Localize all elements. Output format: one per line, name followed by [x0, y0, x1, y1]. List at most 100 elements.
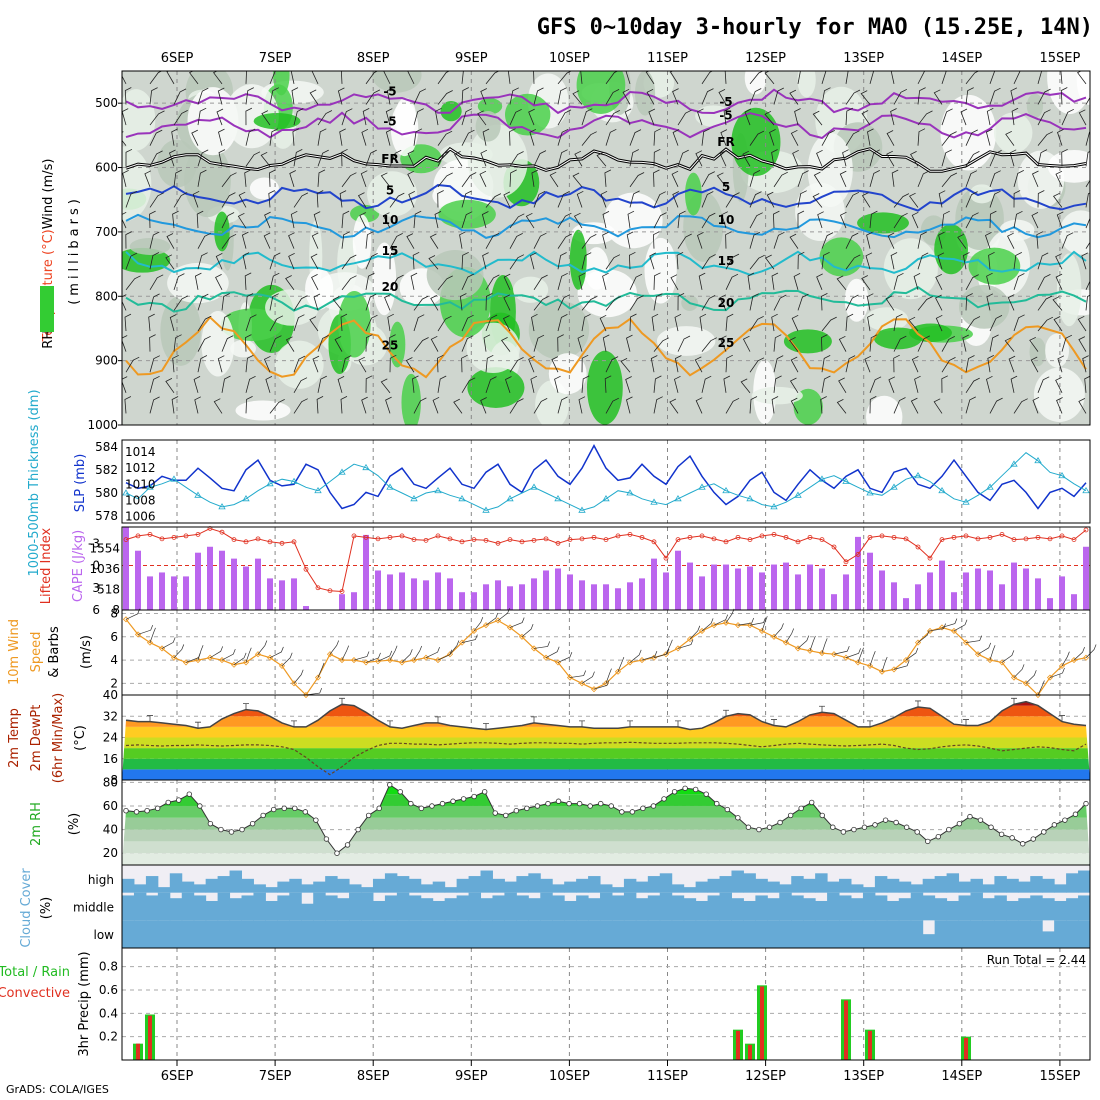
slp-tick-label: 1008 — [125, 493, 156, 507]
upper-air-ylabel-part: Wind (m/s) — [41, 159, 56, 230]
wind-barb — [171, 396, 179, 414]
wind-barb — [365, 272, 375, 290]
lifted-index-marker — [603, 537, 609, 542]
wind-barb — [1037, 71, 1043, 84]
wind-ylabel-4: (m/s) — [79, 635, 94, 669]
wind-barb — [264, 211, 271, 229]
lifted-index-tick-label: -3 — [88, 536, 100, 550]
wind-barb — [340, 71, 343, 84]
wind-barb — [122, 376, 128, 393]
cloud-cover-cell — [361, 892, 374, 921]
rh-marker — [819, 812, 825, 819]
wind-barb — [221, 192, 236, 208]
rh-marker — [376, 805, 382, 812]
precip-convective-bar — [736, 1030, 740, 1060]
wind-barb — [197, 107, 207, 126]
wind-barb — [365, 231, 374, 249]
cloud-cover-cell — [528, 873, 541, 893]
rh-region — [865, 307, 909, 332]
wind-barb — [293, 108, 304, 126]
cloud-cover-cell — [205, 900, 219, 921]
wind-barb — [649, 252, 656, 270]
wind-barb — [194, 272, 202, 290]
surface-wind-barb — [1013, 664, 1025, 678]
cape-bar — [171, 576, 177, 610]
wind-barb — [773, 87, 784, 105]
isotherm-line — [125, 250, 1087, 276]
wind-barb — [701, 191, 714, 208]
wind-barb — [935, 294, 943, 311]
pressure-tick-label: 1000 — [87, 418, 118, 432]
temperature-minmax-marker — [963, 719, 969, 726]
rh-marker — [1062, 817, 1068, 823]
cloud-cover-cell — [839, 920, 852, 948]
lifted-index-marker — [303, 566, 309, 572]
wind-barb — [698, 272, 706, 290]
wind-barb — [479, 170, 487, 188]
wind-speed-marker — [770, 633, 778, 640]
rh-marker — [882, 817, 889, 823]
wind-barb — [557, 334, 564, 352]
cloud-cover-cell — [349, 920, 362, 948]
precip-total-label: Total / Rain — [0, 965, 70, 980]
wind-barb — [385, 108, 393, 126]
wind-barb — [317, 375, 327, 393]
wind-barb — [503, 273, 511, 291]
temperature-tick-label: 32 — [103, 709, 118, 723]
wind-barb — [531, 313, 538, 332]
wind-barb — [861, 275, 871, 291]
rh-marker — [545, 800, 551, 807]
temperature-minmax-marker — [867, 720, 873, 727]
wind-barb — [1011, 107, 1019, 126]
cloud-cover-cell — [934, 876, 948, 893]
wind-barb — [149, 375, 160, 393]
wind-barb — [719, 150, 727, 167]
wind-barb — [197, 87, 209, 105]
wind-barb — [935, 314, 943, 332]
surface-wind-barb — [137, 625, 154, 635]
temperature-tick-label: 8 — [110, 773, 118, 787]
wind-barb — [461, 211, 473, 229]
wind-barb — [554, 375, 561, 393]
lifted-index-marker — [327, 588, 333, 594]
cloud-cover-cell — [145, 876, 159, 893]
thickness-marker — [410, 495, 418, 502]
wind-barb — [910, 397, 919, 414]
wind-barb — [1060, 87, 1068, 105]
isotherm-label: FR — [717, 135, 734, 149]
wind-barb — [605, 356, 619, 373]
wind-barb — [389, 334, 396, 352]
wind-barb — [1037, 295, 1053, 311]
rh-marker — [270, 806, 277, 813]
wind-barb — [269, 128, 279, 146]
wind-barb — [938, 231, 945, 249]
cloud-cover-cell — [791, 895, 804, 921]
wind-barb — [845, 71, 849, 84]
wind-speed-marker — [266, 654, 274, 661]
lifted-index-marker — [819, 537, 825, 542]
cloud-cover-cell — [169, 873, 183, 893]
wind-barb — [485, 193, 502, 208]
cloud-cover-cell — [516, 920, 529, 948]
thickness-marker — [458, 495, 466, 502]
date-label-top: 14SEP — [941, 51, 982, 66]
rh2m-unit-label: (%) — [67, 813, 82, 836]
dewpoint-line — [125, 741, 1087, 776]
wind-barb — [428, 255, 439, 270]
cape-bar — [759, 572, 765, 610]
date-label-bottom: 15SEP — [1039, 1069, 1080, 1084]
rh-region — [807, 133, 853, 208]
lifted-index-marker — [267, 539, 273, 545]
cloud-cover-cell — [695, 900, 709, 921]
cloud-cover-cell — [145, 920, 159, 948]
surface-wind-barb — [797, 635, 810, 649]
rh-marker — [608, 803, 614, 809]
wind-barb — [701, 337, 717, 352]
cloud-cover-cell — [122, 895, 135, 921]
wind-barb — [669, 71, 679, 85]
wind-speed-marker — [926, 627, 934, 635]
wind-barb — [605, 397, 619, 414]
wind-barb — [935, 273, 943, 291]
cloud-cover-cell — [384, 873, 398, 893]
wind-barb — [890, 71, 895, 84]
